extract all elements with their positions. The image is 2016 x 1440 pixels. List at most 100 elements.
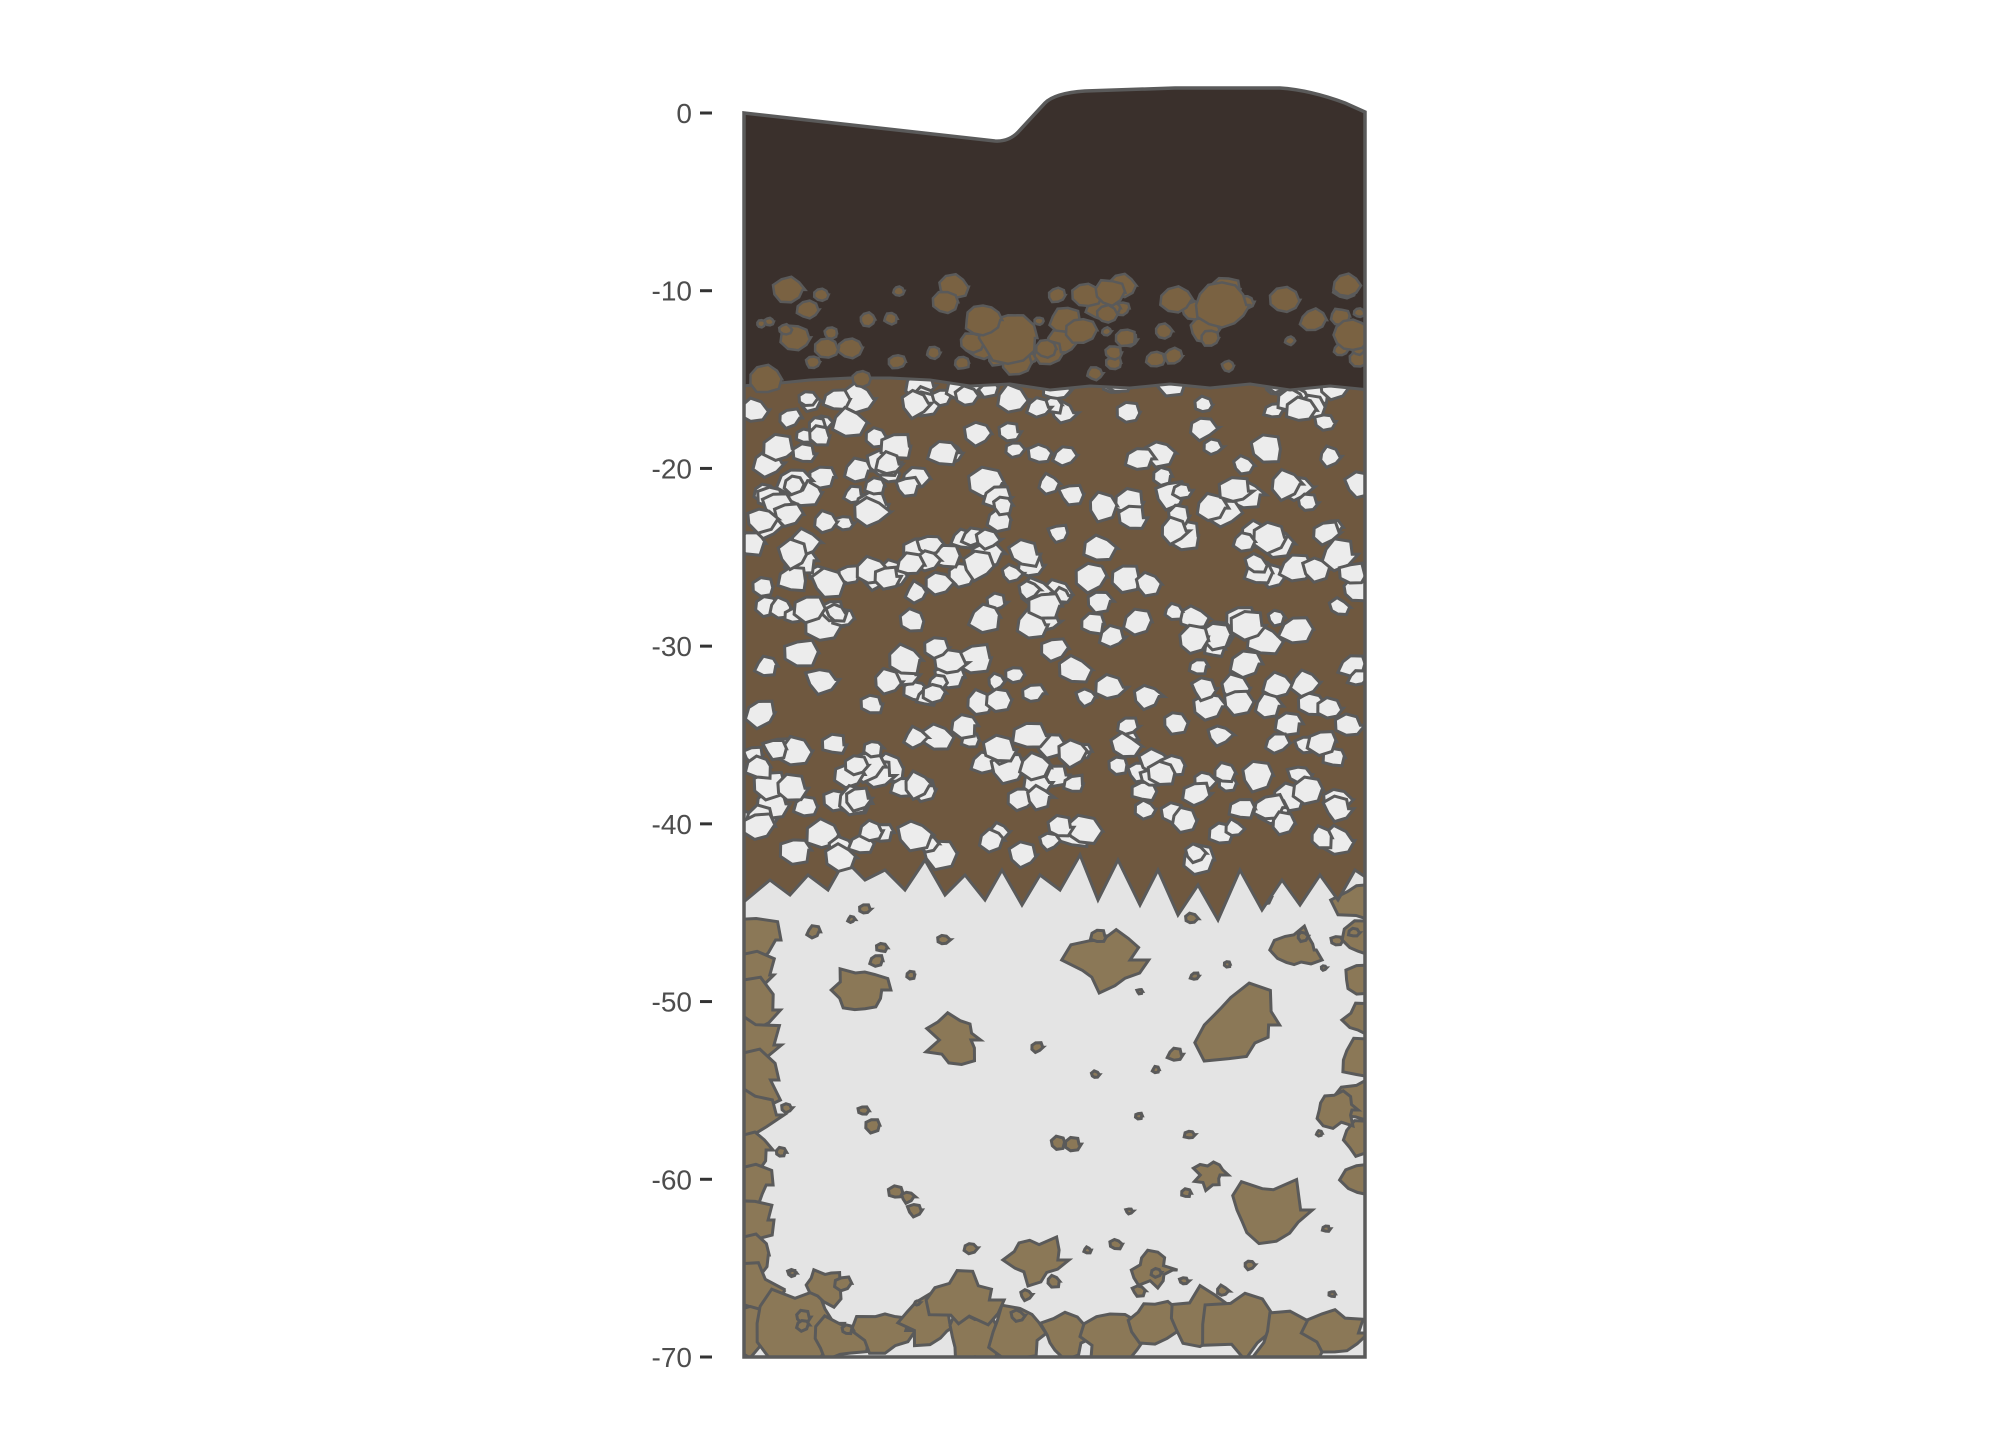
depth-axis: 0 -10 -20 -30 -40 -50 -60 -70 [652,98,712,1373]
aggregate [836,337,865,360]
depth-tick-label: -60 [652,1164,692,1195]
brown-inclusion [1327,1290,1338,1299]
pebble [1037,831,1064,853]
pebble [762,432,802,463]
aggregate [1158,284,1196,314]
aggregate [804,355,823,370]
aggregate [1144,350,1168,368]
pebble [900,388,936,421]
pebble [949,712,982,740]
brown-inclusion [905,969,917,981]
aggregate [1332,318,1365,352]
brown-inclusion [1341,1119,1365,1159]
pebble [1273,711,1307,737]
pebble [977,827,1008,854]
pebble [1046,523,1070,545]
brown-inclusion [1231,1177,1317,1246]
depth-tick-label: 0 [676,98,692,129]
profile-outline [742,86,1367,1359]
brown-inclusion [1059,927,1152,995]
pebble [862,476,888,496]
pebble [1000,562,1028,584]
depth-tick-label: -10 [652,276,692,307]
brown-inclusion [840,1323,857,1336]
brown-inclusion [1089,1069,1103,1079]
pebble [859,693,885,715]
pebble [894,475,924,498]
pebble [853,495,896,529]
pebble [1337,561,1365,585]
brown-inclusion [867,954,885,968]
aggregate [1220,359,1236,373]
aggregate [763,316,776,327]
pebble [1288,668,1324,699]
brown-inclusion [845,914,859,925]
pebble [1206,724,1239,748]
pebble [895,551,928,576]
pebble [1026,442,1057,464]
brown-inclusion [1165,1046,1187,1062]
brown-inclusion [922,1010,986,1067]
pebble [1152,465,1175,488]
brown-inclusion [1149,1266,1165,1279]
brown-inclusion [924,1269,1007,1327]
pebble [1024,396,1055,419]
aggregate [1094,278,1128,308]
aggregate [1104,345,1124,361]
pebble [1086,590,1118,615]
pebble [1170,482,1196,501]
pebble [803,668,843,697]
aggregate [1298,306,1329,332]
pebble [962,420,995,448]
pebble [1312,413,1339,432]
pebble [1187,658,1212,676]
aggregate [823,326,839,340]
brown-inclusion [1341,1036,1365,1079]
pebble [782,474,807,497]
pebble [1217,476,1259,503]
brown-inclusion [936,933,955,946]
pebble [923,636,953,661]
pebble [1026,783,1059,812]
pebble [1188,416,1224,443]
brown-inclusion [787,1269,799,1277]
pebble [1243,551,1271,574]
aggregate [1047,286,1068,304]
pebble [953,384,983,407]
brown-inclusion [1216,1283,1234,1297]
pebble [1082,533,1122,562]
brown-inclusion [1150,1064,1162,1075]
pebble [1321,794,1358,824]
pebble [961,549,999,583]
pebble [1074,561,1111,595]
pebble [1107,755,1130,777]
brown-inclusion [1299,1308,1365,1354]
brown-inclusion [1296,930,1312,944]
pebble [1270,467,1307,503]
pebble [1252,520,1290,556]
pebble [1115,716,1144,736]
pebble [1284,395,1320,422]
pebble [1057,738,1092,770]
pebble [1160,515,1194,547]
pebble [1291,775,1326,806]
pebble [1312,520,1346,547]
aggregates [749,272,1365,394]
pebble [808,465,839,490]
pebble [772,502,807,529]
pebble [874,666,907,696]
aggregate [749,363,785,394]
pebble [1134,570,1166,598]
pebble [1170,805,1200,835]
aggregate [964,304,1005,337]
pebble [1195,491,1232,523]
brown-inclusion [1243,1259,1259,1272]
aggregate [1114,328,1137,348]
brown-inclusion [1222,960,1233,969]
brown-inclusion [1133,1111,1145,1121]
brown-inclusion [832,1275,855,1293]
pebble [898,606,926,633]
pebble [1121,607,1155,637]
pebble [857,818,886,843]
pebble [921,682,950,705]
